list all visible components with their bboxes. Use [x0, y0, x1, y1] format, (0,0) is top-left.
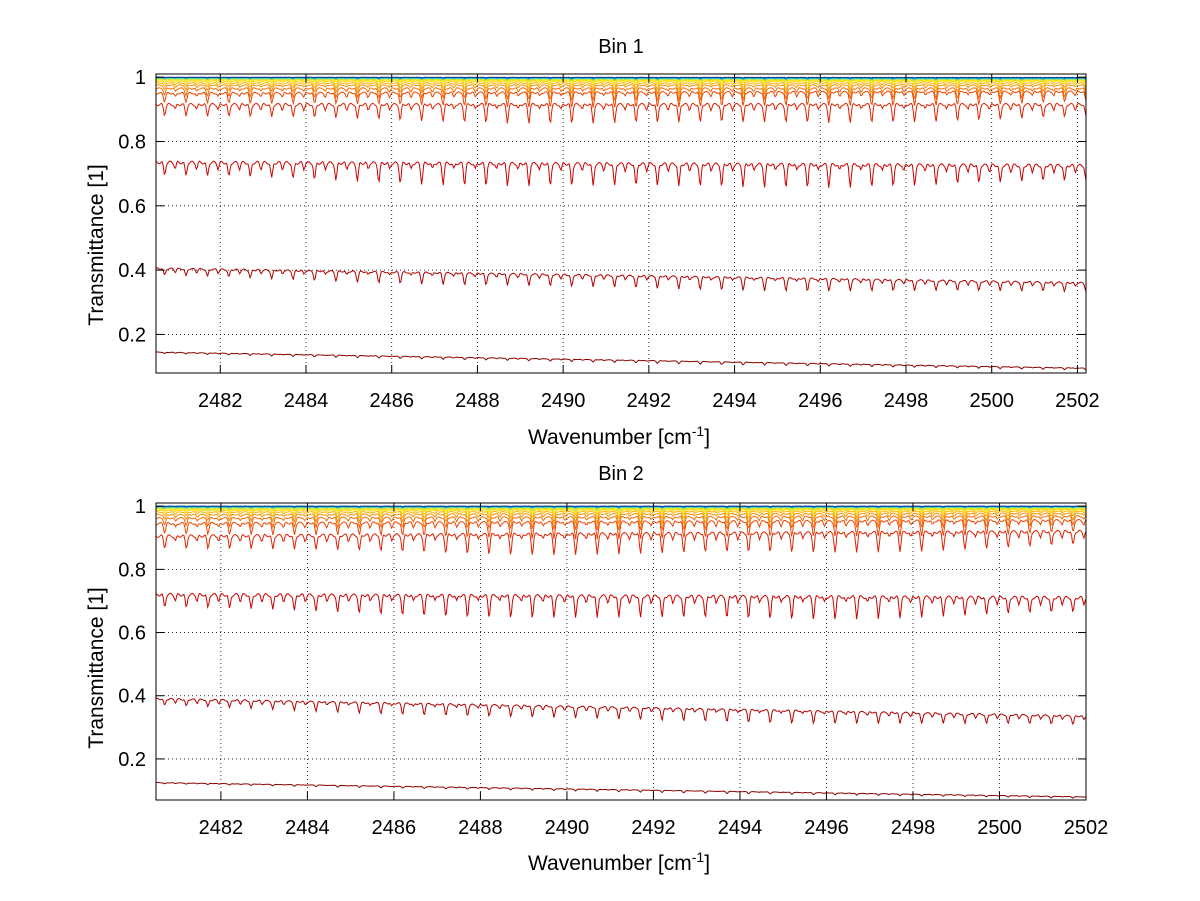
plot-area: 2482 2484 2486 2488 2490 2492 2494 2496 2498 2500…	[118, 67, 1099, 412]
chart-panel-bin-2: Bin 2 Transmittance [1] Wavenumber [cm-1…	[85, 463, 1108, 875]
x-tick-label: 2492	[631, 817, 676, 839]
x-tick-label: 2494	[718, 817, 763, 839]
plot-area: 2482 2484 2486 2488 2490 2492 2494 2496 2498 2500…	[118, 496, 1108, 839]
x-axis-label: Wavenumber [cm-1]	[528, 423, 710, 449]
x-axis-label: Wavenumber [cm-1]	[528, 849, 710, 875]
x-axis-label-main: Wavenumber [cm	[528, 852, 692, 875]
x-axis-label-end: ]	[704, 852, 710, 875]
y-tick-label: 0.2	[118, 324, 146, 346]
axes-box	[155, 73, 1087, 374]
series-line	[155, 782, 1087, 799]
x-tick-label: 2482	[199, 817, 244, 839]
series-line	[155, 78, 1087, 82]
series-line	[155, 102, 1087, 124]
y-axis-label: Transmittance [1]	[85, 164, 108, 325]
x-tick-label: 2502	[1064, 817, 1109, 839]
series-line	[155, 351, 1087, 371]
chart-title: Bin 1	[598, 36, 644, 58]
series-line	[155, 508, 1087, 513]
series-line	[155, 160, 1087, 188]
x-tick-label: 2490	[541, 390, 586, 412]
x-tick-label: 2496	[798, 390, 843, 412]
y-tick-label: 1	[135, 67, 146, 89]
y-tick-label: 0.4	[118, 260, 146, 282]
x-tick-label: 2496	[804, 817, 849, 839]
x-axis-label-main: Wavenumber [cm	[528, 426, 692, 449]
series-line	[155, 592, 1087, 620]
x-tick-label: 2502	[1055, 390, 1100, 412]
x-axis-label-end: ]	[704, 426, 710, 449]
series-line	[155, 529, 1087, 555]
series-line	[155, 82, 1087, 91]
y-tick-label: 0.2	[118, 749, 146, 771]
x-tick-label: 2484	[285, 817, 330, 839]
series-line	[155, 90, 1087, 108]
x-tick-label: 2490	[545, 817, 590, 839]
series-line	[155, 515, 1087, 531]
x-tick-label: 2494	[712, 390, 757, 412]
series-line	[155, 507, 1087, 511]
x-tick-label: 2500	[977, 817, 1022, 839]
x-tick-label: 2488	[458, 817, 503, 839]
x-tick-label: 2498	[891, 817, 936, 839]
x-tick-label: 2482	[198, 390, 243, 412]
series-line	[155, 518, 1087, 540]
x-tick-label: 2484	[284, 390, 329, 412]
series-line	[155, 510, 1087, 520]
x-axis-label-superscript: -1	[692, 849, 705, 865]
x-axis-label-superscript: -1	[692, 423, 705, 439]
series-line	[155, 84, 1087, 97]
chart-panel-bin-1: Bin 1 Transmittance [1] Wavenumber [cm-1…	[85, 36, 1100, 449]
y-tick-label: 0.8	[118, 559, 146, 581]
y-tick-label: 0.8	[118, 132, 146, 154]
x-tick-label: 2492	[627, 390, 672, 412]
chart-title: Bin 2	[598, 463, 644, 485]
series-line	[155, 76, 1087, 79]
x-tick-label: 2498	[884, 390, 929, 412]
series-line	[155, 80, 1087, 87]
x-tick-label: 2486	[372, 817, 417, 839]
x-tick-label: 2488	[455, 390, 500, 412]
series-line	[155, 79, 1087, 84]
axes-box	[155, 502, 1087, 801]
series-line	[155, 87, 1087, 103]
series-line	[155, 267, 1087, 294]
y-axis-label: Transmittance [1]	[85, 587, 108, 748]
y-tick-label: 0.6	[118, 196, 146, 218]
series-line	[155, 512, 1087, 525]
y-tick-label: 0.6	[118, 623, 146, 645]
series-line	[155, 508, 1087, 516]
series-line	[155, 697, 1087, 726]
y-tick-label: 0.4	[118, 686, 146, 708]
x-tick-label: 2500	[969, 390, 1014, 412]
y-tick-label: 1	[135, 496, 146, 518]
x-tick-label: 2486	[369, 390, 414, 412]
